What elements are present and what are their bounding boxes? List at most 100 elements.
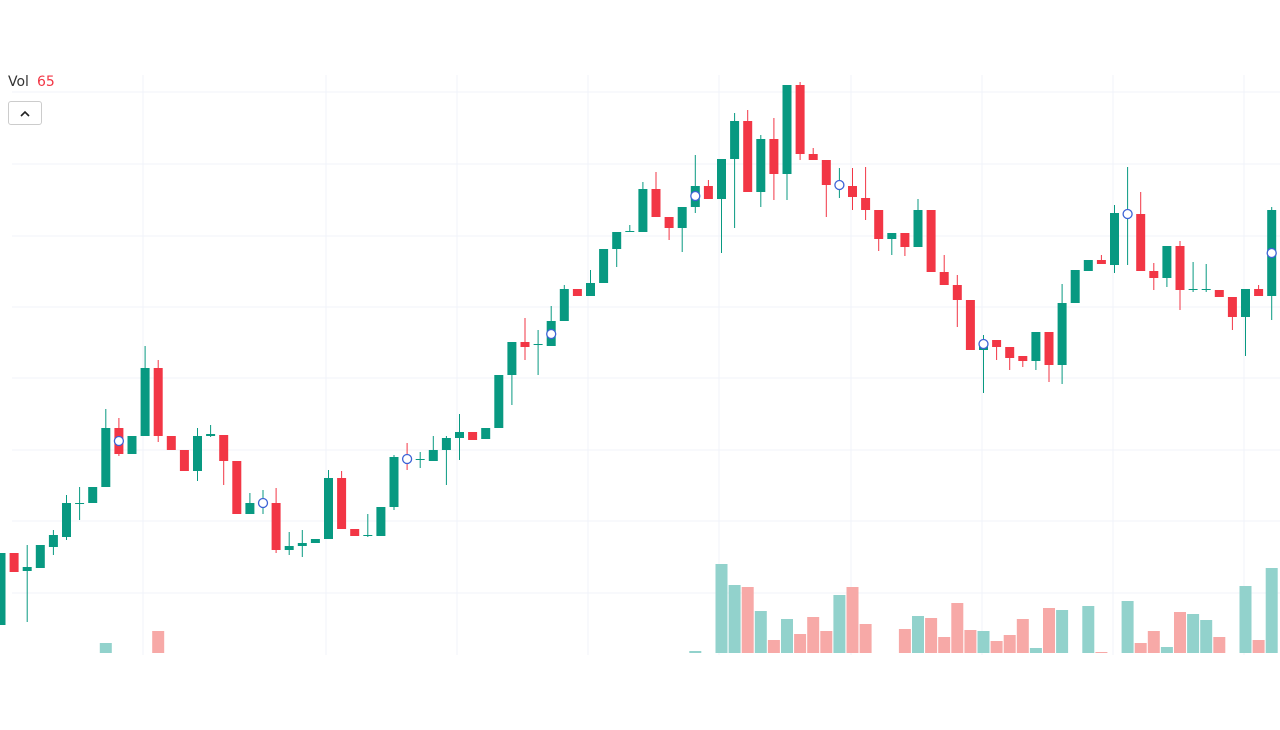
volume-bar bbox=[964, 630, 977, 653]
candle-body bbox=[310, 539, 320, 543]
candle-body bbox=[232, 461, 242, 514]
volume-bar bbox=[1187, 614, 1200, 653]
candle-body bbox=[965, 300, 975, 350]
candle-body bbox=[952, 285, 962, 300]
candle-body bbox=[22, 567, 32, 571]
candle-body bbox=[48, 535, 58, 547]
candle-body bbox=[455, 432, 464, 438]
candle-body bbox=[808, 154, 818, 160]
volume-bar bbox=[754, 611, 767, 653]
candle-body bbox=[219, 435, 229, 461]
candle-body bbox=[350, 529, 360, 536]
candle-body bbox=[992, 340, 1002, 347]
volume-bar bbox=[1056, 610, 1069, 653]
volume-bar bbox=[1095, 652, 1108, 653]
candle-body bbox=[1241, 289, 1250, 317]
candle-body bbox=[1162, 246, 1172, 278]
candle-body bbox=[1070, 270, 1080, 303]
candle-body bbox=[599, 249, 609, 283]
candle-body bbox=[271, 503, 281, 550]
volume-bar bbox=[990, 641, 1003, 653]
candle-body bbox=[861, 198, 871, 210]
candle-body bbox=[520, 342, 530, 347]
volume-bar bbox=[715, 564, 728, 653]
candle-body bbox=[1254, 289, 1264, 296]
candle-body bbox=[1136, 214, 1146, 271]
volume-bar bbox=[898, 629, 911, 653]
volume-bar bbox=[1016, 619, 1029, 653]
candle-body bbox=[494, 375, 504, 428]
candle-body bbox=[848, 186, 857, 197]
chevron-icon bbox=[20, 110, 30, 117]
candle-body bbox=[1083, 260, 1093, 271]
volume-bar bbox=[152, 631, 165, 653]
candle-body bbox=[9, 553, 19, 572]
candle-body bbox=[795, 85, 805, 154]
marker bbox=[1122, 208, 1133, 220]
volume-bar bbox=[820, 631, 833, 653]
candle-body bbox=[703, 186, 713, 199]
candle-body bbox=[756, 139, 766, 192]
candle-body bbox=[1175, 246, 1185, 290]
candle-body bbox=[1214, 290, 1224, 297]
candle-body bbox=[638, 189, 648, 232]
candle-body bbox=[887, 233, 897, 239]
marker bbox=[401, 453, 413, 465]
volume-bar bbox=[781, 619, 793, 653]
candle-body bbox=[140, 368, 150, 436]
candle-body bbox=[428, 450, 438, 461]
marker bbox=[834, 179, 845, 191]
candle-body bbox=[1227, 297, 1237, 317]
candle-body bbox=[441, 438, 451, 450]
volume-bar bbox=[1082, 606, 1095, 653]
candle-body bbox=[35, 545, 45, 568]
candle-body bbox=[664, 217, 674, 228]
candle-body bbox=[572, 289, 582, 296]
volume-bar bbox=[977, 631, 990, 653]
candle-body bbox=[743, 121, 753, 192]
volume-bar bbox=[807, 617, 820, 653]
candle-body bbox=[1188, 289, 1198, 290]
marker bbox=[978, 338, 989, 350]
candle-body bbox=[913, 210, 923, 247]
volume-bar bbox=[833, 595, 846, 653]
candle-body bbox=[782, 85, 792, 174]
candle-body bbox=[284, 546, 294, 550]
collapse-button[interactable] bbox=[8, 101, 42, 125]
legend: Vol 65 bbox=[8, 74, 63, 90]
candle-body bbox=[206, 434, 216, 436]
volume-bar bbox=[1252, 640, 1265, 653]
volume-bar bbox=[1174, 612, 1186, 653]
volume-bar bbox=[99, 643, 112, 653]
candle-body bbox=[533, 344, 543, 345]
volume-bar bbox=[794, 634, 807, 653]
candle-body bbox=[1005, 347, 1015, 358]
candle-body bbox=[193, 436, 202, 471]
candle-body bbox=[730, 121, 740, 159]
candle-body bbox=[376, 507, 386, 536]
volume-bar bbox=[912, 616, 924, 653]
marker bbox=[257, 497, 269, 509]
candle-body bbox=[586, 283, 595, 296]
candle-body bbox=[127, 436, 137, 454]
legend-value: 65 bbox=[36, 74, 55, 90]
candle-body bbox=[1044, 332, 1054, 365]
candle-body bbox=[926, 210, 936, 272]
volume-bar bbox=[1043, 608, 1055, 653]
candle-body bbox=[415, 459, 425, 460]
volume-bar bbox=[859, 624, 872, 653]
candle-body bbox=[874, 210, 884, 239]
candle-body bbox=[625, 231, 635, 232]
candle-body bbox=[62, 503, 71, 537]
candle-body bbox=[75, 503, 85, 504]
candle-body bbox=[337, 478, 347, 529]
marker bbox=[1266, 247, 1277, 259]
volume-bar bbox=[689, 651, 702, 653]
volume-bar bbox=[1213, 637, 1226, 653]
candle-body bbox=[297, 543, 307, 546]
candle-body bbox=[324, 478, 333, 539]
volume-bar bbox=[1134, 643, 1147, 653]
candle-body bbox=[651, 189, 661, 217]
